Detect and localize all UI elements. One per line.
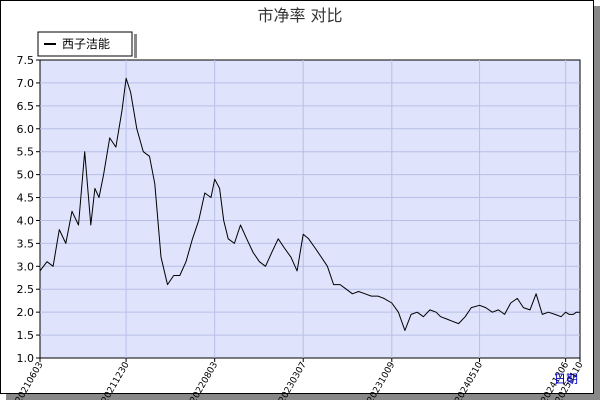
y-tick-label: 3.0 [17,260,35,273]
x-axis-label: 日期 [554,372,578,386]
y-tick-label: 7.0 [17,77,35,90]
frame-shadow-bottom [6,394,600,400]
series-layer [39,77,580,331]
frame-shadow-right [594,6,600,400]
y-tick-label: 2.0 [17,306,35,319]
y-tick-label: 7.5 [17,54,35,67]
y-tick-label: 2.5 [17,283,35,296]
plot-area [39,59,581,359]
legend: 西子洁能 [37,31,137,58]
y-tick-label: 3.5 [17,237,35,250]
y-tick-label: 6.0 [17,123,35,136]
y-tick-label: 1.0 [17,352,35,365]
y-tick-label: 6.5 [17,100,35,113]
y-tick-label: 4.0 [17,214,35,227]
legend-shadow [134,34,137,58]
y-axis: 1.0 1.5 2.0 2.5 3.0 3.5 4.0 4.5 5.0 5.5 6.0 6.5 7.0 7… [17,54,40,365]
series-line-0 [39,77,580,331]
y-tick-label: 5.5 [17,146,35,159]
grid-lines [40,60,580,358]
y-tick-label: 4.5 [17,192,35,205]
y-tick-label: 1.5 [17,329,35,342]
y-tick-label: 5.0 [17,169,35,182]
legend-entry: 西子洁能 [62,37,110,51]
chart-title: 市净率 对比 [257,6,342,25]
